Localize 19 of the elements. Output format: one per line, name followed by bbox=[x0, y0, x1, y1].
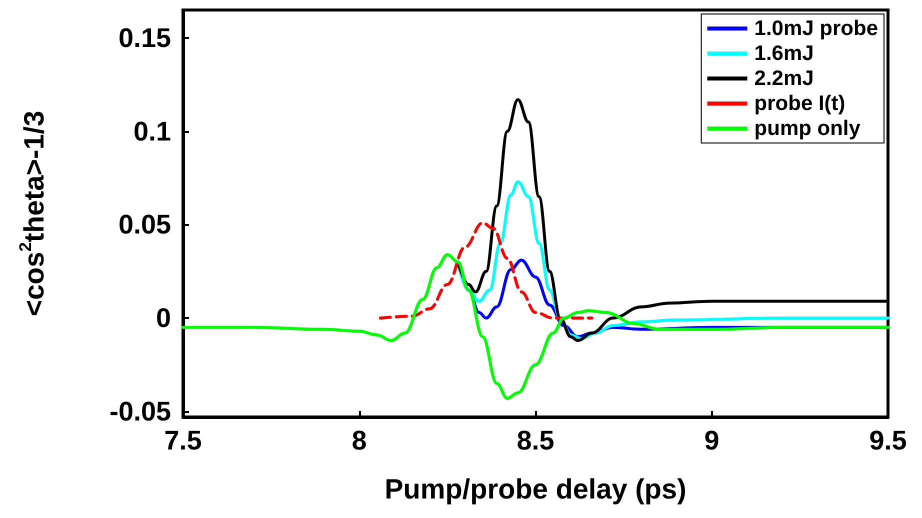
legend-label: 1.6mJ bbox=[754, 42, 814, 65]
y-axis-title: <cos2theta>-1/3 bbox=[16, 110, 50, 316]
x-tick-label: 8.5 bbox=[516, 426, 554, 456]
line-series bbox=[182, 253, 890, 400]
legend-label: 2.2mJ bbox=[754, 67, 814, 90]
x-axis-title: Pump/probe delay (ps) bbox=[384, 474, 686, 504]
legend-label: probe I(t) bbox=[754, 92, 846, 115]
y-tick-label: 0 bbox=[156, 303, 171, 334]
y-tick-label: 0.15 bbox=[118, 23, 171, 54]
x-tick-label: 9 bbox=[704, 426, 720, 456]
legend-label: 1.0mJ probe bbox=[754, 17, 878, 40]
y-tick-label: 0.1 bbox=[133, 116, 171, 146]
y-tick-label: 0.05 bbox=[118, 210, 171, 240]
line-series bbox=[378, 221, 594, 320]
x-tick-label: 9.5 bbox=[869, 426, 907, 456]
x-tick-label: 8 bbox=[352, 426, 367, 456]
y-tick-label: -0.05 bbox=[109, 396, 171, 426]
x-tick-label: 7.5 bbox=[164, 426, 202, 456]
legend-label: pump only bbox=[754, 117, 861, 140]
